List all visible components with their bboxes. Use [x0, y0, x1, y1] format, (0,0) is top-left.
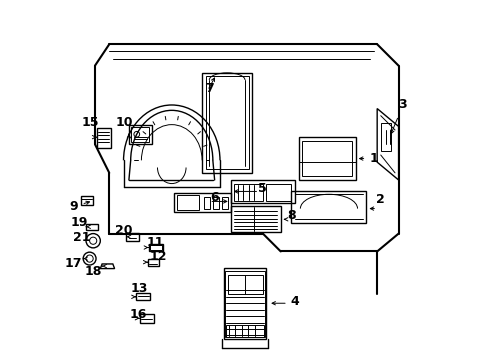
Bar	[381, 123, 392, 152]
Bar	[202, 73, 252, 173]
Bar	[234, 184, 263, 202]
Bar	[204, 197, 210, 209]
Text: 19: 19	[71, 216, 88, 229]
Bar	[149, 245, 162, 250]
Text: 9: 9	[69, 200, 78, 213]
Text: 17: 17	[64, 257, 81, 270]
Bar	[267, 184, 292, 202]
Text: 8: 8	[287, 208, 296, 221]
Text: 6: 6	[210, 191, 219, 204]
Bar	[173, 193, 231, 212]
Text: 18: 18	[84, 265, 102, 278]
Bar	[97, 128, 111, 148]
Bar	[222, 197, 228, 209]
Bar	[206, 76, 248, 169]
Text: 15: 15	[82, 116, 99, 129]
Text: 20: 20	[115, 224, 132, 237]
Text: 2: 2	[376, 193, 385, 206]
Text: 10: 10	[116, 116, 133, 129]
Bar	[129, 125, 152, 144]
Bar	[231, 206, 281, 232]
Bar	[223, 267, 267, 339]
Text: 5: 5	[259, 183, 267, 195]
Bar	[302, 141, 352, 176]
Bar	[228, 275, 263, 294]
Text: 21: 21	[73, 231, 90, 244]
Text: 7: 7	[205, 82, 214, 95]
Text: 1: 1	[369, 152, 378, 165]
Text: 12: 12	[150, 250, 167, 263]
Bar	[177, 195, 198, 210]
Text: 13: 13	[131, 283, 148, 296]
Bar	[225, 271, 265, 337]
Bar	[126, 233, 139, 241]
Bar	[148, 258, 159, 266]
Bar	[231, 180, 295, 203]
Text: 4: 4	[291, 295, 299, 308]
Text: 16: 16	[129, 308, 147, 321]
Bar	[298, 137, 356, 180]
Bar	[131, 127, 148, 143]
Bar	[140, 314, 154, 323]
Bar	[148, 244, 163, 251]
Bar	[226, 325, 264, 337]
Bar	[213, 197, 220, 209]
Text: 11: 11	[146, 236, 164, 249]
Text: 3: 3	[398, 99, 407, 112]
